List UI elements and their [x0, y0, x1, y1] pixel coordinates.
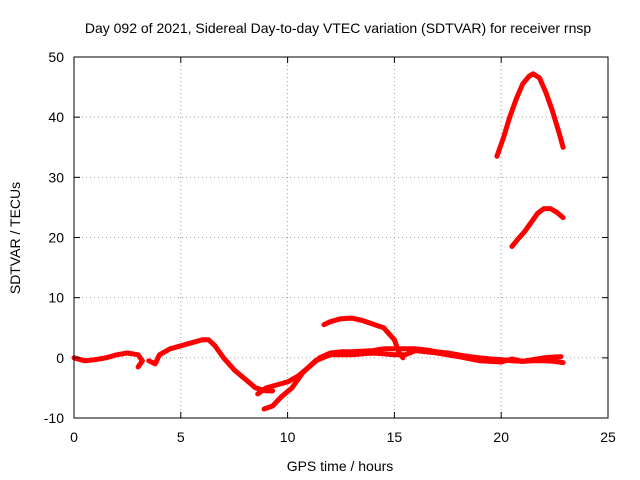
x-tick-label: 5 [177, 429, 185, 445]
x-axis-label: GPS time / hours [287, 458, 394, 474]
axis-ticks [73, 56, 609, 419]
series-track-f [494, 71, 566, 159]
y-tick-label: 0 [56, 350, 64, 366]
x-tick-label: 0 [70, 429, 78, 445]
y-tick-label: -10 [44, 410, 64, 426]
data-series [71, 71, 566, 412]
series-track-b [146, 337, 276, 394]
y-tick-label: 10 [48, 290, 64, 306]
y-tick-label: 30 [48, 169, 64, 185]
series-track-e [321, 315, 406, 361]
y-tick-label: 50 [48, 49, 64, 65]
grid [74, 57, 608, 418]
series-track-g [509, 206, 566, 249]
chart-title: Day 092 of 2021, Sidereal Day-to-day VTE… [85, 20, 591, 36]
y-tick-labels: -10 0 10 20 30 40 50 [44, 49, 64, 426]
x-tick-labels: 0 5 10 15 20 25 [70, 429, 616, 445]
y-tick-label: 40 [48, 109, 64, 125]
series-track-d [261, 348, 564, 412]
series-track-a [71, 350, 145, 370]
x-tick-label: 15 [387, 429, 403, 445]
x-tick-label: 25 [600, 429, 616, 445]
x-tick-label: 20 [493, 429, 509, 445]
y-tick-label: 20 [48, 230, 64, 246]
y-axis-label: SDTVAR / TECUs [7, 182, 23, 294]
x-tick-label: 10 [280, 429, 296, 445]
